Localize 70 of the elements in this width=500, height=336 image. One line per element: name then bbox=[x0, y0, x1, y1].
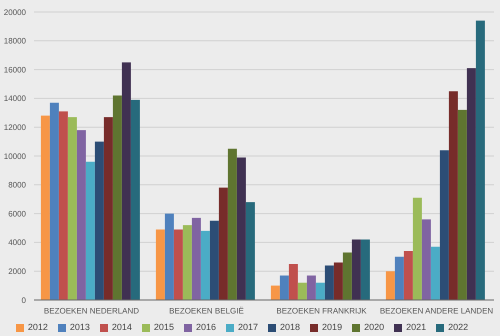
y-tick-label: 6000 bbox=[8, 209, 27, 218]
legend-label: 2014 bbox=[112, 322, 132, 332]
y-tick-label: 0 bbox=[22, 296, 27, 305]
y-tick-label: 12000 bbox=[4, 123, 27, 132]
y-tick-label: 20000 bbox=[4, 8, 27, 17]
bar bbox=[448, 91, 458, 300]
legend-label: 2018 bbox=[280, 322, 300, 332]
x-tick-label: BEZOEKEN FRANKRIJK bbox=[276, 306, 368, 316]
bar bbox=[334, 262, 343, 300]
bar bbox=[122, 62, 131, 300]
bar bbox=[246, 202, 255, 300]
y-tick-label: 14000 bbox=[4, 94, 27, 104]
legend-label: 2016 bbox=[196, 322, 216, 332]
bar bbox=[440, 150, 449, 300]
legend-label: 2022 bbox=[448, 322, 468, 332]
bar bbox=[360, 240, 370, 300]
bar bbox=[68, 117, 77, 300]
bar bbox=[476, 20, 485, 300]
bar bbox=[40, 116, 50, 300]
bar bbox=[316, 282, 325, 300]
bar bbox=[298, 282, 307, 300]
bar bbox=[466, 68, 476, 300]
y-tick-label: 18000 bbox=[4, 36, 27, 46]
bar bbox=[94, 142, 104, 300]
x-tick-label: BEZOEKEN ANDERE LANDEN bbox=[380, 306, 494, 316]
bar bbox=[394, 256, 404, 300]
bar bbox=[228, 148, 237, 300]
bar bbox=[352, 240, 361, 300]
bar bbox=[104, 117, 113, 300]
legend-label: 2020 bbox=[364, 322, 384, 332]
bar bbox=[422, 219, 431, 300]
bar bbox=[58, 111, 68, 300]
bar bbox=[270, 286, 280, 300]
bar bbox=[182, 225, 192, 300]
x-tick-label: BEZOEKEN NEDERLAND bbox=[44, 306, 140, 316]
bar bbox=[218, 188, 228, 300]
bar bbox=[324, 265, 334, 300]
bar bbox=[288, 264, 298, 300]
y-tick-label: 8000 bbox=[8, 180, 27, 190]
y-tick-label: 10000 bbox=[4, 152, 27, 161]
bar bbox=[200, 230, 210, 300]
legend-label: 2015 bbox=[154, 322, 174, 332]
y-tick-label: 2000 bbox=[8, 267, 27, 276]
bar bbox=[404, 251, 413, 300]
bar bbox=[458, 110, 467, 300]
bar bbox=[412, 198, 422, 300]
legend-label: 2012 bbox=[28, 322, 48, 332]
y-tick-label: 16000 bbox=[4, 65, 27, 74]
bar bbox=[430, 246, 440, 300]
y-tick-label: 4000 bbox=[8, 238, 27, 248]
bar bbox=[156, 229, 165, 300]
legend-label: 2019 bbox=[322, 322, 342, 332]
x-tick-label: BEZOEKEN BELGIË bbox=[169, 306, 244, 316]
bar bbox=[112, 96, 122, 300]
bar bbox=[306, 276, 316, 300]
bar bbox=[174, 229, 183, 300]
bar bbox=[164, 214, 174, 300]
bar bbox=[342, 252, 352, 300]
bar bbox=[50, 102, 59, 300]
legend-label: 2017 bbox=[238, 322, 258, 332]
bar bbox=[236, 157, 246, 300]
bar bbox=[386, 271, 395, 300]
bar bbox=[76, 130, 86, 300]
legend-label: 2013 bbox=[70, 322, 90, 332]
bar bbox=[210, 220, 219, 300]
bar bbox=[192, 218, 201, 300]
legend-label: 2021 bbox=[406, 322, 426, 332]
bar bbox=[130, 100, 140, 300]
bar bbox=[280, 276, 289, 300]
bar bbox=[86, 162, 95, 300]
